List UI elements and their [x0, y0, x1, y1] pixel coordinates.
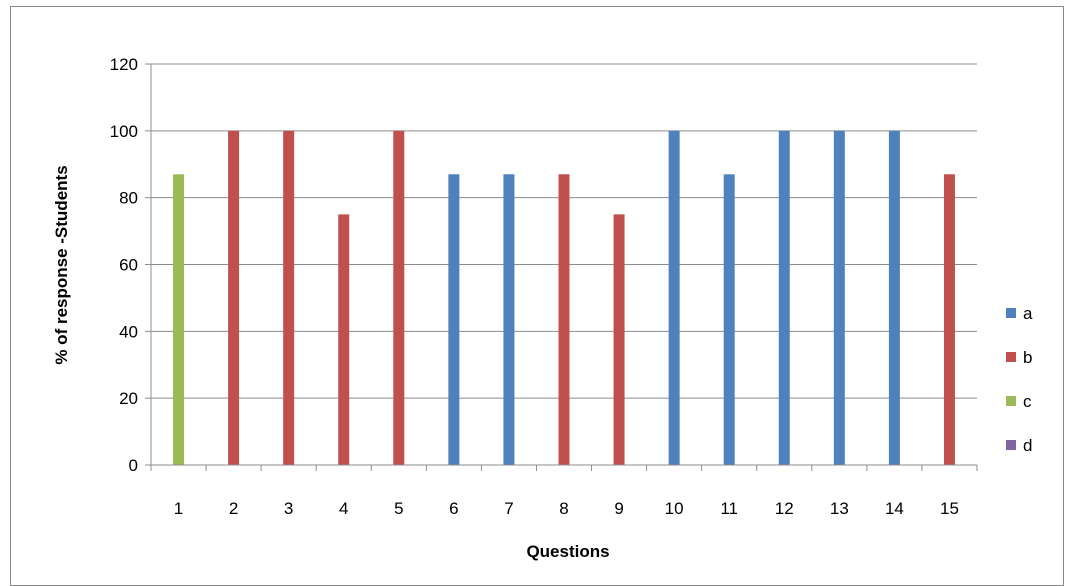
bar-a-q10 — [668, 130, 680, 466]
bar-a-q7 — [503, 174, 515, 465]
x-tick-label: 1 — [174, 499, 183, 518]
bar-b-q3 — [283, 130, 295, 466]
y-tick-label: 60 — [119, 256, 138, 275]
x-tick-label: 13 — [830, 499, 849, 518]
y-tick-label: 120 — [110, 55, 138, 74]
legend-swatch-a — [1006, 308, 1016, 318]
y-axis-title: % of response -Students — [52, 165, 71, 364]
bar-a-q6 — [448, 174, 460, 465]
bar-b-q9 — [613, 214, 625, 465]
x-tick-label: 6 — [449, 499, 458, 518]
x-tick-label: 9 — [614, 499, 623, 518]
x-axis-title: Questions — [526, 542, 609, 561]
bar-a-q14 — [888, 130, 900, 466]
legend: a b c d — [1006, 304, 1033, 455]
x-tick-labels: 1 2 3 4 5 6 7 8 9 10 11 12 13 14 15 — [174, 499, 959, 518]
y-tick-labels: 0 20 40 60 80 100 120 — [110, 55, 138, 475]
legend-label-c: c — [1023, 392, 1032, 411]
x-tick-label: 4 — [339, 499, 348, 518]
x-tick-label: 15 — [940, 499, 959, 518]
x-tick-label: 2 — [229, 499, 238, 518]
bars — [173, 130, 955, 466]
bar-a-q11 — [723, 174, 735, 465]
x-tick-label: 8 — [559, 499, 568, 518]
y-tick-label: 0 — [129, 456, 138, 475]
axes — [150, 64, 978, 471]
y-tick-label: 20 — [119, 389, 138, 408]
x-tick-label: 7 — [504, 499, 513, 518]
legend-label-b: b — [1023, 348, 1032, 367]
bar-b-q4 — [338, 214, 350, 465]
bar-a-q13 — [833, 130, 845, 466]
bar-b-q2 — [228, 130, 240, 466]
bar-b-q15 — [943, 174, 955, 465]
legend-swatch-b — [1006, 352, 1016, 362]
bar-b-q5 — [393, 130, 405, 466]
legend-swatch-d — [1006, 440, 1016, 450]
x-tick-label: 12 — [775, 499, 794, 518]
bar-b-q8 — [558, 174, 570, 465]
x-tick-label: 10 — [665, 499, 684, 518]
legend-label-a: a — [1023, 304, 1033, 323]
y-tick-label: 100 — [110, 122, 138, 141]
bar-a-q12 — [778, 130, 790, 466]
legend-swatch-c — [1006, 396, 1016, 406]
x-tick-label: 3 — [284, 499, 293, 518]
y-tick-label: 40 — [119, 322, 138, 341]
legend-label-d: d — [1023, 436, 1032, 455]
bar-c-q1 — [173, 174, 185, 465]
x-tick-label: 14 — [885, 499, 904, 518]
x-tick-label: 11 — [720, 499, 738, 518]
x-tick-label: 5 — [394, 499, 403, 518]
y-tick-label: 80 — [119, 189, 138, 208]
